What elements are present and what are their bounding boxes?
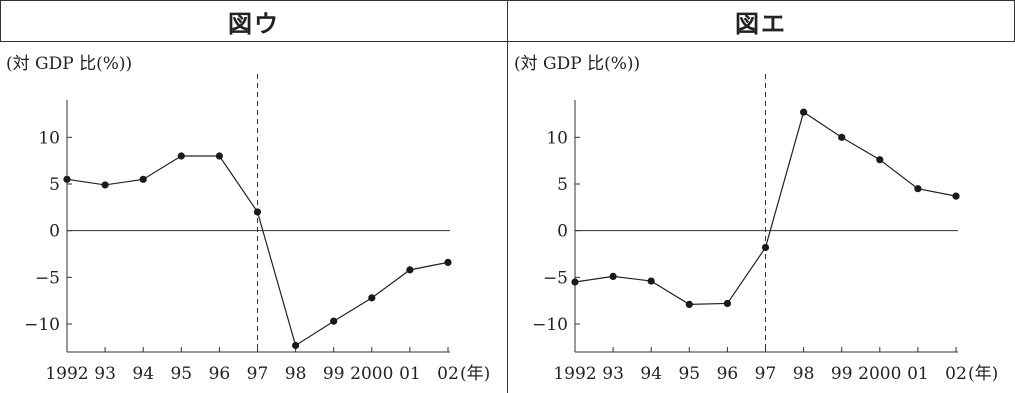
y-tick-label: 5 [557,175,568,195]
x-tick-label: 94 [640,364,662,384]
data-point [761,243,770,252]
x-tick-label: 97 [247,364,269,384]
y-tick-label: −10 [24,315,60,335]
chart-title: 図エ [508,0,1015,42]
y-tick-label: 0 [557,222,568,242]
x-axis-unit-label: (年) [460,364,490,384]
y-axis-unit-label: (対 GDP 比(%)) [6,54,133,74]
data-point [685,300,693,308]
x-tick-label: 01 [399,364,421,384]
y-tick-label: 10 [546,128,568,148]
y-tick-label: 5 [49,175,60,195]
y-tick-label: −10 [532,315,568,335]
x-tick-label: 1992 [45,364,88,384]
data-point [647,277,655,285]
x-tick-label: 2000 [858,364,901,384]
x-tick-label: 98 [285,364,307,384]
x-tick-label: 99 [323,364,345,384]
chart-panel-e: 図エ (対 GDP 比(%)) 10 5 0 −5 −10 1992 93 94 95 96 97 9… [508,0,1015,393]
x-tick-label: 99 [831,364,853,384]
data-point [330,317,338,325]
x-tick-label: 93 [602,364,624,384]
y-tick-label: 0 [49,222,60,242]
x-tick-label: 98 [793,364,815,384]
x-tick-label: 95 [170,364,192,384]
data-point [63,175,71,183]
y-tick-label: −5 [35,268,60,288]
data-point [876,156,884,164]
line-chart-u: 10 5 0 −5 −10 1992 93 94 95 96 97 98 99 2000 01 02 (年) [24,74,490,384]
y-tick-label: −5 [543,268,568,288]
x-tick-label: 97 [755,364,777,384]
data-point [253,208,262,216]
data-point [723,299,731,308]
y-axis-unit-label: (対 GDP 比(%)) [514,54,641,74]
x-tick-label: 93 [94,364,116,384]
x-tick-label: 96 [209,364,231,384]
data-point [838,133,846,141]
line-chart-e: 10 5 0 −5 −10 1992 93 94 95 96 97 98 99 2000 01 02 (年) [532,74,998,384]
data-point [368,294,376,302]
data-point [952,192,960,200]
x-tick-label: 96 [717,364,739,384]
data-point [215,152,223,160]
x-tick-label: 1992 [553,364,596,384]
data-point [800,108,808,116]
y-tick-label: 10 [38,128,60,148]
data-point [914,185,922,193]
data-point [609,272,617,280]
x-tick-label: 94 [132,364,154,384]
data-point [101,181,109,189]
x-axis-unit-label: (年) [968,364,998,384]
data-point [139,175,147,183]
x-tick-label: 95 [678,364,700,384]
x-tick-label: 2000 [350,364,393,384]
data-point [444,258,452,266]
chart-panel-u: 図ウ (対 GDP 比(%)) 10 5 0 −5 −10 1992 93 94 95 96 97 9… [0,0,508,393]
x-tick-label: 01 [907,364,929,384]
chart-title: 図ウ [0,0,507,42]
data-point [571,278,579,286]
data-point [406,266,414,274]
x-tick-label: 02 [945,364,967,384]
x-tick-label: 02 [437,364,459,384]
data-point [177,152,185,160]
data-point [292,341,300,350]
